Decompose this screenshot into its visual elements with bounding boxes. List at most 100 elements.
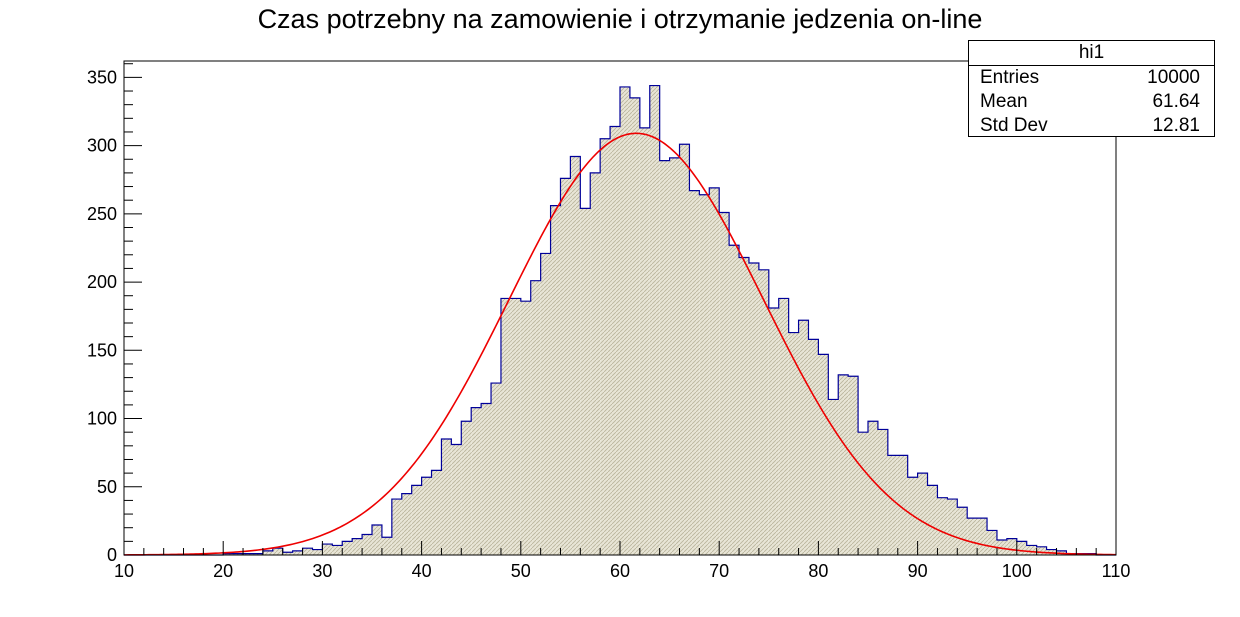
histogram-bar (362, 534, 372, 555)
histogram-bar (868, 421, 878, 555)
histogram-bar (352, 538, 363, 555)
histogram-bar (897, 455, 908, 555)
histogram-bar (927, 485, 938, 555)
y-tick-label: 50 (97, 477, 117, 497)
histogram-bar (1026, 545, 1037, 555)
histogram-bar (372, 524, 382, 555)
chart-title: Czas potrzebny na zamowienie i otrzymani… (257, 4, 983, 34)
histogram-bar (610, 126, 620, 556)
histogram-bar (699, 194, 710, 555)
stats-box-title: hi1 (969, 41, 1214, 66)
y-tick-label: 150 (87, 340, 117, 360)
x-tick-label: 110 (1102, 561, 1131, 581)
histogram-bar (500, 298, 511, 555)
x-tick-label: 100 (1002, 561, 1032, 581)
histogram-bar (272, 548, 283, 555)
x-tick-label: 30 (312, 561, 332, 581)
x-tick-label: 20 (213, 561, 233, 581)
y-tick-label: 250 (87, 204, 117, 224)
histogram-bar (520, 301, 531, 555)
histogram-bar (947, 499, 958, 555)
histogram-bar (312, 549, 323, 555)
histogram-bar (877, 429, 888, 555)
stats-value: 10000 (1147, 67, 1200, 88)
histogram-bar (461, 421, 472, 555)
histogram-bar (808, 339, 819, 555)
stats-label: Std Dev (980, 115, 1048, 136)
y-tick-label: 100 (87, 409, 117, 429)
histogram-bars (223, 85, 1097, 556)
histogram-bar (441, 439, 452, 555)
histogram-bar (957, 507, 968, 555)
gaussian-fit-curve (123, 132, 1117, 556)
histogram-bar (342, 541, 353, 555)
y-tick-label: 0 (107, 545, 117, 565)
histogram-bar (729, 245, 740, 556)
x-tick-label: 50 (511, 561, 531, 581)
x-tick-label: 60 (610, 561, 630, 581)
histogram-bar (917, 473, 928, 555)
histogram-bar (788, 332, 799, 555)
histogram-bar (887, 455, 898, 555)
histogram-bar (292, 550, 303, 555)
histogram-bar (967, 518, 978, 555)
histogram-bar (540, 253, 551, 555)
histogram-bar (1036, 546, 1047, 555)
histogram-bar (401, 493, 412, 555)
histogram-outline (124, 84, 1116, 556)
histogram-bar (471, 407, 482, 555)
histogram-bar (302, 548, 313, 555)
histogram-bar (818, 354, 829, 555)
histogram-bar (719, 212, 730, 555)
y-tick-label: 350 (87, 67, 117, 87)
histogram-bar (679, 144, 690, 555)
histogram-bar (431, 470, 442, 555)
histogram-bar (332, 545, 343, 555)
y-tick-label: 300 (87, 136, 117, 156)
histogram-bar (391, 499, 402, 555)
stats-row-entries: Entries 10000 (969, 66, 1214, 90)
x-tick-label: 80 (808, 561, 828, 581)
histogram-bar (709, 187, 720, 555)
histogram-bar (689, 190, 700, 556)
histogram-bar (411, 485, 422, 555)
stats-label: Entries (980, 67, 1040, 88)
histogram-bar (282, 552, 293, 555)
histogram-bar (560, 178, 571, 555)
stats-box: hi1 Entries 10000 Mean 61.64 Std Dev 12.… (968, 40, 1215, 137)
stats-row-std-dev: Std Dev 12.81 (969, 114, 1214, 138)
histogram-bar (858, 432, 868, 555)
histogram-bar (828, 399, 839, 555)
y-tick-label: 200 (87, 272, 117, 292)
histogram-bar (758, 269, 769, 555)
histogram-bar (639, 127, 650, 555)
stats-row-mean: Mean 61.64 (969, 90, 1214, 114)
histogram-bar (322, 544, 333, 555)
stats-label: Mean (980, 91, 1028, 112)
histogram-bar (262, 550, 273, 555)
histogram-bar (381, 537, 392, 555)
histogram-bar (510, 298, 521, 555)
histogram-bar (937, 497, 948, 555)
x-tick-label: 10 (114, 561, 134, 581)
histogram-bar (848, 376, 859, 555)
stats-value: 12.81 (1152, 115, 1200, 136)
histogram-bar (451, 444, 462, 555)
histogram-bar (659, 160, 670, 556)
stats-value: 61.64 (1152, 91, 1200, 112)
histogram-bar (580, 208, 591, 555)
histogram-bar (252, 553, 263, 555)
histogram-bar (491, 383, 501, 555)
histogram-bar (600, 138, 611, 555)
x-tick-label: 40 (412, 561, 432, 581)
histogram-bar (987, 530, 997, 555)
histogram-bar (233, 553, 244, 555)
histogram-bar (669, 157, 680, 555)
histogram-bar (481, 403, 492, 555)
histogram-bar (748, 262, 759, 555)
histogram-bar (649, 85, 660, 555)
histogram-bar (1006, 538, 1017, 555)
histogram-bar (530, 280, 541, 555)
histogram-bar (838, 374, 849, 555)
